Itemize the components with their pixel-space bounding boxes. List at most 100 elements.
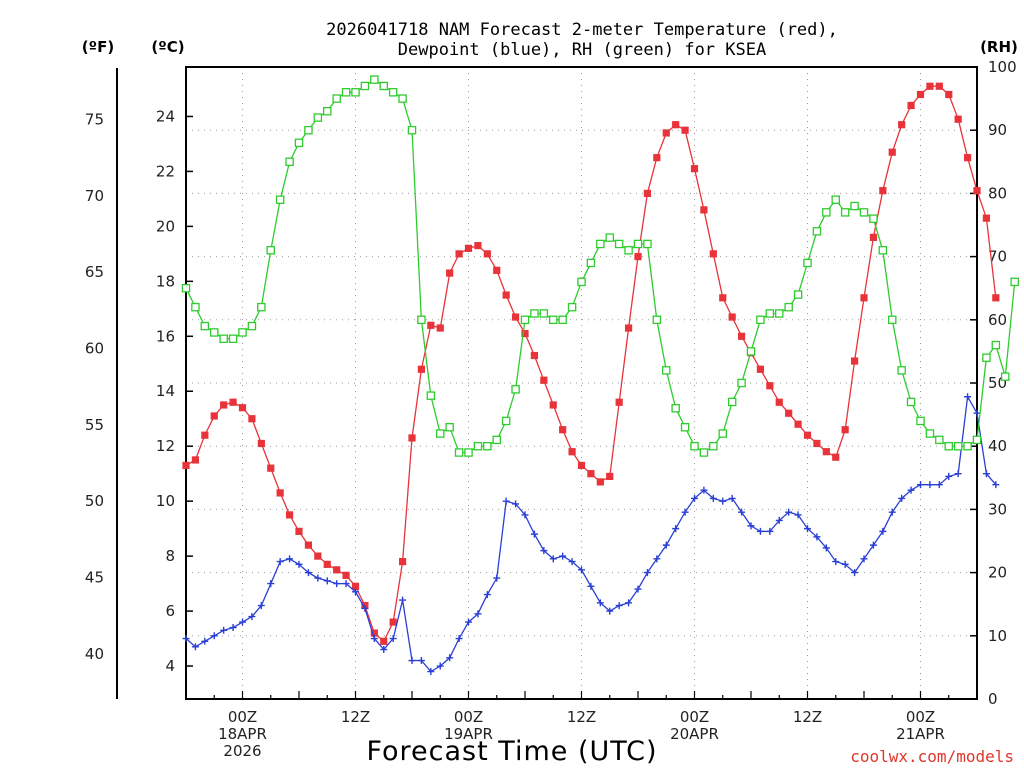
rh-point — [633, 239, 643, 249]
rh-point — [577, 277, 586, 287]
temperature-point — [276, 489, 284, 497]
rh-point — [313, 113, 323, 122]
dewpoint-point — [625, 599, 633, 607]
temperature-point — [389, 618, 397, 626]
celsius-tick-label: 22 — [156, 162, 175, 180]
temperature-point — [690, 165, 699, 173]
temperature-point — [681, 126, 689, 134]
fahrenheit-tick-label: 45 — [85, 568, 104, 586]
temperature-point — [427, 321, 435, 329]
celsius-tick-label: 4 — [165, 657, 175, 675]
celsius-tick-label: 16 — [156, 327, 175, 345]
time-tick-label: 00Z — [454, 708, 483, 726]
rh-point — [624, 246, 633, 255]
rh-point — [228, 334, 238, 344]
temperature-point — [926, 82, 934, 90]
rh-point — [454, 448, 464, 457]
rh-point — [426, 391, 436, 400]
rh-point — [520, 315, 530, 325]
series-line-temperature — [185, 85, 997, 643]
credit-text: coolwx.com/models — [850, 747, 1014, 766]
temperature-point — [973, 187, 981, 195]
rh-point — [473, 441, 483, 451]
rh-point — [275, 195, 285, 204]
rh-tick-label: 70 — [988, 248, 1007, 266]
rh-point — [445, 422, 454, 432]
fahrenheit-tick-label: 70 — [85, 187, 104, 205]
rh-point — [916, 416, 925, 426]
temperature-point — [935, 82, 943, 90]
dewpoint-point — [907, 486, 915, 494]
celsius-tick-label: 8 — [165, 547, 175, 565]
grid-lines — [186, 67, 977, 699]
rh-point — [492, 435, 501, 445]
temperature-point — [351, 582, 360, 590]
dewpoint-point — [493, 574, 501, 582]
dewpoint-point — [239, 618, 246, 626]
dewpoint-point — [672, 525, 680, 533]
rh-point — [379, 81, 388, 91]
rh-point — [360, 81, 370, 91]
temperature-point — [568, 448, 576, 456]
dewpoint-point — [700, 486, 708, 494]
rh-tick-label: 90 — [988, 121, 1007, 139]
series-line-dewpoint — [185, 394, 997, 673]
rh-point — [191, 302, 200, 312]
dewpoint-point — [512, 500, 520, 508]
dewpoint-point — [643, 569, 651, 577]
rh-point — [483, 441, 492, 451]
time-tick-label: 00Z — [680, 708, 709, 726]
rh-point — [982, 353, 991, 362]
dewpoint-point — [314, 574, 322, 582]
rh-point — [680, 422, 690, 432]
dewpoint-point — [201, 637, 209, 645]
temperature-point — [493, 266, 501, 274]
temperature-point — [596, 478, 604, 486]
dewpoint-point — [954, 470, 962, 478]
dewpoint-point — [813, 533, 821, 541]
dewpoint-point — [719, 497, 727, 505]
time-tick-label: 2026 — [223, 742, 261, 760]
rh-point — [238, 328, 247, 337]
dewpoint-point — [549, 555, 557, 563]
temperature-point — [370, 629, 378, 637]
time-tick-label: 20APR — [670, 725, 719, 743]
dewpoint-point — [248, 613, 256, 621]
temperature-point — [653, 154, 661, 162]
rh-point — [558, 315, 567, 325]
dewpoint-point — [992, 481, 1000, 489]
temperature-point — [446, 269, 454, 277]
dewpoint-point — [606, 607, 614, 615]
dewpoint-point — [408, 657, 416, 665]
time-tick-label: 12Z — [341, 708, 370, 726]
rh-point — [511, 385, 520, 394]
rh-point — [690, 441, 699, 451]
rh-point — [822, 208, 831, 217]
temperature-point — [813, 439, 821, 448]
rh-point — [549, 315, 558, 325]
rh-point — [351, 88, 360, 97]
time-tick-label: 21APR — [896, 725, 945, 743]
rh-point — [869, 214, 878, 223]
rh-tick-label: 20 — [988, 564, 1007, 582]
dewpoint-point — [333, 580, 341, 588]
temperature-point — [785, 409, 793, 417]
x-axis-label: Forecast Time (UTC) — [366, 736, 657, 767]
dewpoint-point — [681, 508, 689, 516]
rh-point — [756, 315, 765, 325]
rh-point — [304, 125, 313, 135]
rh-point — [746, 347, 756, 356]
celsius-unit-label: (ºC) — [151, 38, 184, 56]
dewpoint-point — [926, 481, 934, 489]
dewpoint-point — [766, 527, 774, 535]
dewpoint-point — [220, 626, 228, 634]
temperature-point — [455, 250, 463, 258]
rh-point — [200, 321, 210, 331]
rh-tick-label: 40 — [988, 437, 1007, 455]
dewpoint-point — [530, 530, 538, 538]
temperature-point — [502, 291, 510, 299]
rh-point — [398, 94, 407, 103]
temperature-point — [775, 398, 783, 406]
rh-point — [643, 239, 652, 249]
